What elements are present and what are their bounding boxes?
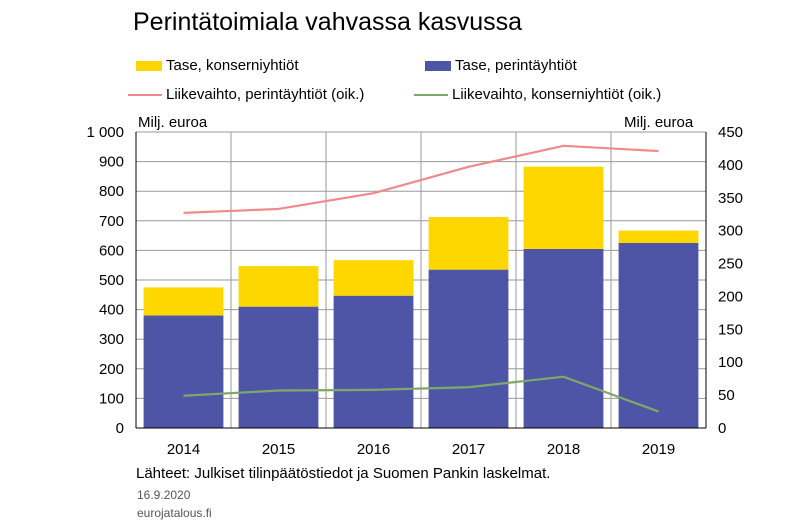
- legend-swatch-pink: [128, 93, 162, 96]
- legend-swatch-yellow: [136, 60, 162, 71]
- bar: [333, 295, 414, 428]
- right-tick-label: 300: [718, 223, 743, 240]
- series-line: [183, 375, 659, 413]
- left-tick-label: 200: [99, 361, 124, 378]
- bar: [238, 266, 319, 307]
- chart-title: Perintätoimiala vahvassa kasvussa: [133, 8, 523, 36]
- legend-label: Tase, konserniyhtiöt: [166, 57, 299, 74]
- right-tick-label: 200: [718, 288, 743, 305]
- bar: [618, 243, 699, 428]
- source-note: Lähteet: Julkiset tilinpäätöstiedot ja S…: [136, 465, 551, 482]
- left-tick-label: 400: [99, 302, 124, 319]
- legend-label: Tase, perintäyhtiöt: [455, 57, 577, 74]
- x-tick-label: 2015: [262, 441, 295, 458]
- left-tick-label: 600: [99, 242, 124, 259]
- bar: [523, 166, 604, 249]
- bar: [143, 287, 224, 316]
- right-tick-label: 400: [718, 157, 743, 174]
- left-tick-label: 800: [99, 183, 124, 200]
- x-tick-label: 2016: [357, 441, 390, 458]
- bar: [428, 269, 509, 428]
- left-tick-label: 0: [116, 420, 124, 437]
- right-tick-label: 150: [718, 321, 743, 338]
- right-tick-label: 0: [718, 420, 726, 437]
- legend-label: Liikevaihto, konserniyhtiöt (oik.): [452, 86, 662, 103]
- site-label: eurojatalous.fi: [137, 506, 212, 520]
- left-tick-label: 300: [99, 331, 124, 348]
- x-tick-label: 2019: [642, 441, 675, 458]
- bar: [618, 230, 699, 243]
- right-axis-unit: Milj. euroa: [624, 114, 694, 131]
- bar: [143, 315, 224, 428]
- left-tick-label: 1 000: [86, 124, 124, 141]
- right-tick-label: 50: [718, 387, 735, 404]
- left-tick-label: 500: [99, 272, 124, 289]
- x-tick-label: 2017: [452, 441, 485, 458]
- right-tick-label: 100: [718, 354, 743, 371]
- legend-swatch-blue: [425, 60, 451, 71]
- right-tick-label: 450: [718, 124, 743, 141]
- x-tick-label: 2014: [167, 441, 200, 458]
- bar: [238, 306, 319, 428]
- legend-lv-perinta: Liikevaihto, perintäyhtiöt (oik.): [128, 86, 364, 103]
- bar: [428, 216, 509, 270]
- series-line: [183, 144, 659, 215]
- bar: [333, 260, 414, 296]
- left-tick-label: 700: [99, 213, 124, 230]
- left-axis-unit: Milj. euroa: [138, 114, 208, 131]
- bar: [523, 248, 604, 428]
- legend-label: Liikevaihto, perintäyhtiöt (oik.): [166, 86, 365, 103]
- legend-lv-konserni: Liikevaihto, konserniyhtiöt (oik.): [414, 86, 661, 103]
- left-tick-label: 100: [99, 390, 124, 407]
- x-tick-label: 2018: [547, 441, 580, 458]
- legend-swatch-green: [414, 93, 448, 96]
- right-tick-label: 350: [718, 190, 743, 207]
- left-tick-label: 900: [99, 154, 124, 171]
- date-label: 16.9.2020: [137, 488, 191, 502]
- legend-tase-perinta: Tase, perintäyhtiöt: [425, 57, 577, 74]
- legend-tase-konserni: Tase, konserniyhtiöt: [136, 57, 299, 74]
- right-tick-label: 250: [718, 256, 743, 273]
